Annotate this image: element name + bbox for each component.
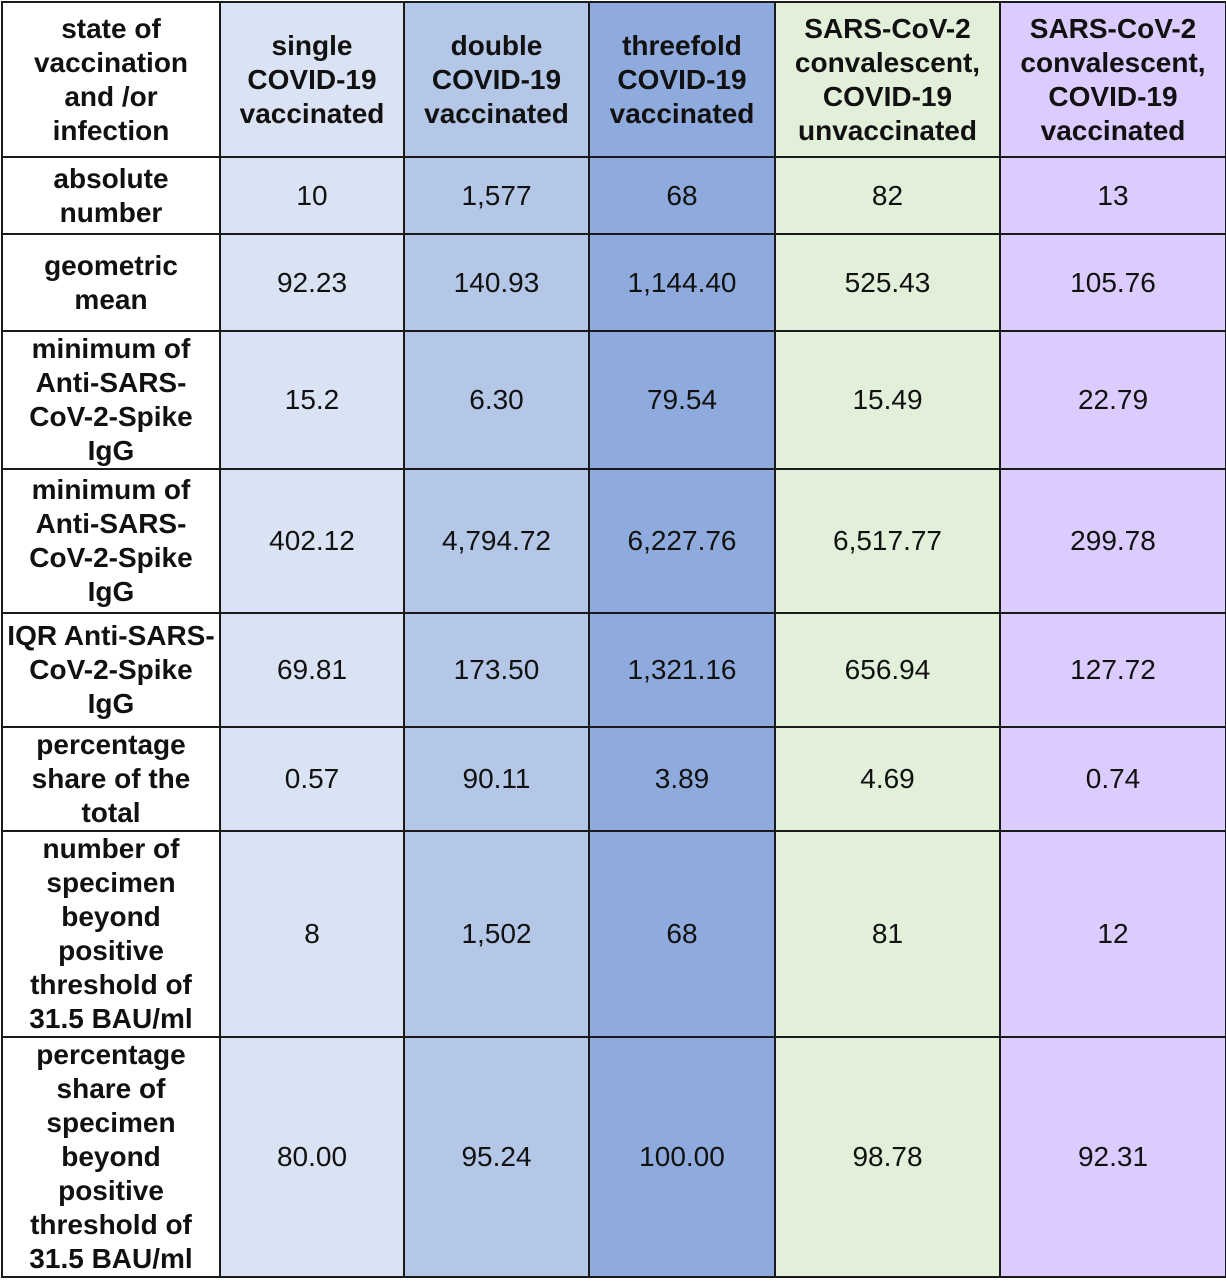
table-row: absolute number 10 1,577 68 82 13 [1,156,1226,235]
column-header: single COVID-19 vaccinated [219,1,405,158]
table-cell: 15.49 [774,330,1001,470]
header-row: state of vaccination and /or infection s… [1,1,1226,158]
table-cell: 4,794.72 [403,468,590,614]
table-cell: 12 [999,830,1226,1038]
table-cell: 68 [588,156,776,235]
table-cell: 90.11 [403,726,590,832]
column-header: threefold COVID-19 vaccinated [588,1,776,158]
table-cell: 656.94 [774,612,1001,728]
table-cell: 525.43 [774,233,1001,332]
table-cell: 1,577 [403,156,590,235]
table-cell: 1,144.40 [588,233,776,332]
table-cell: 100.00 [588,1036,776,1278]
table-row: percentage share of specimen beyond posi… [1,1036,1226,1278]
table-cell: 173.50 [403,612,590,728]
column-header: SARS-CoV-2 convalescent, COVID-19 unvacc… [774,1,1001,158]
row-header: percentage share of specimen beyond posi… [1,1036,221,1278]
table-cell: 69.81 [219,612,405,728]
row-header: minimum of Anti-SARS-CoV-2-Spike IgG [1,330,221,470]
table-row: percentage share of the total 0.57 90.11… [1,726,1226,832]
row-header: percentage share of the total [1,726,221,832]
row-header: minimum of Anti-SARS-CoV-2-Spike IgG [1,468,221,614]
table-row: minimum of Anti-SARS-CoV-2-Spike IgG 402… [1,468,1226,614]
row-header: IQR Anti-SARS-CoV-2-Spike IgG [1,612,221,728]
table-row: minimum of Anti-SARS-CoV-2-Spike IgG 15.… [1,330,1226,470]
table-cell: 0.57 [219,726,405,832]
table-row: geometric mean 92.23 140.93 1,144.40 525… [1,233,1226,332]
row-header: geometric mean [1,233,221,332]
table-cell: 79.54 [588,330,776,470]
column-header: SARS-CoV-2 convalescent, COVID-19 vaccin… [999,1,1226,158]
table-cell: 68 [588,830,776,1038]
table-cell: 1,321.16 [588,612,776,728]
table-cell: 1,502 [403,830,590,1038]
table-cell: 15.2 [219,330,405,470]
table-cell: 92.31 [999,1036,1226,1278]
table-cell: 127.72 [999,612,1226,728]
table-cell: 6,227.76 [588,468,776,614]
table-cell: 3.89 [588,726,776,832]
corner-header: state of vaccination and /or infection [1,1,221,158]
table-cell: 0.74 [999,726,1226,832]
table-cell: 8 [219,830,405,1038]
table-cell: 6.30 [403,330,590,470]
table-cell: 82 [774,156,1001,235]
table-cell: 6,517.77 [774,468,1001,614]
table-cell: 98.78 [774,1036,1001,1278]
table-cell: 13 [999,156,1226,235]
table-cell: 81 [774,830,1001,1038]
row-header: absolute number [1,156,221,235]
table-cell: 10 [219,156,405,235]
row-header: number of specimen beyond positive thres… [1,830,221,1038]
table-cell: 92.23 [219,233,405,332]
table-cell: 105.76 [999,233,1226,332]
table-cell: 299.78 [999,468,1226,614]
table-cell: 140.93 [403,233,590,332]
table-row: IQR Anti-SARS-CoV-2-Spike IgG 69.81 173.… [1,612,1226,728]
table-cell: 95.24 [403,1036,590,1278]
table-cell: 402.12 [219,468,405,614]
table-row: number of specimen beyond positive thres… [1,830,1226,1038]
column-header: double COVID-19 vaccinated [403,1,590,158]
table-cell: 22.79 [999,330,1226,470]
table-cell: 4.69 [774,726,1001,832]
table-cell: 80.00 [219,1036,405,1278]
